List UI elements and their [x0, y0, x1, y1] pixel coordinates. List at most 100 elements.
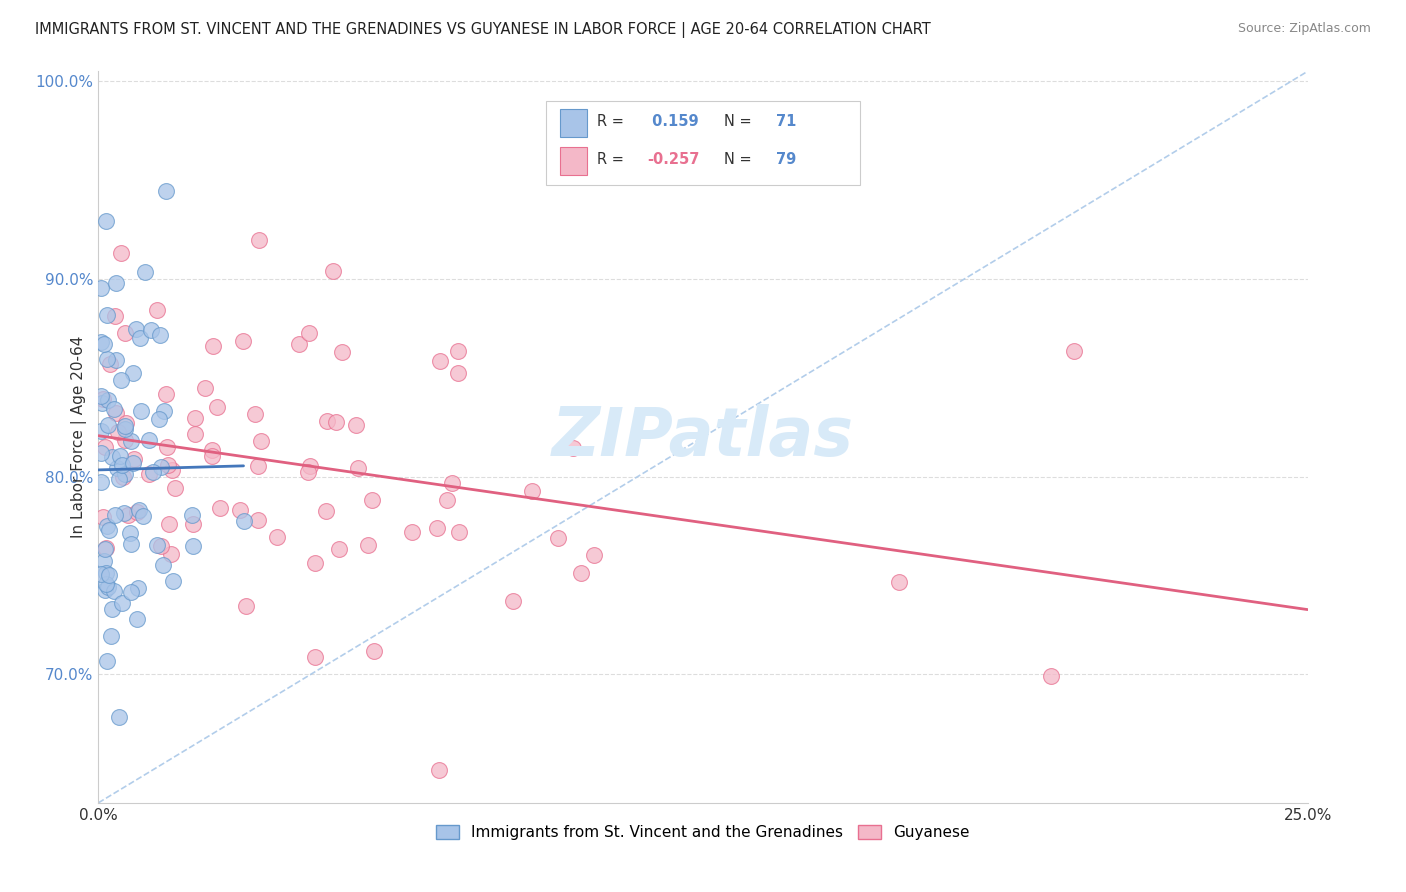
Point [105, 461, 128, 475]
Point [107, 425, 129, 439]
Point [266, 530, 288, 544]
Point [128, 503, 150, 517]
Point [429, 353, 451, 368]
Point [232, 514, 254, 528]
Point [205, 400, 228, 414]
Text: 71: 71 [776, 114, 796, 129]
Point [344, 418, 367, 433]
Point [114, 433, 136, 447]
Point [436, 493, 458, 508]
Point [122, 452, 145, 467]
Point [247, 233, 270, 247]
Point [142, 465, 165, 479]
Point [149, 539, 172, 553]
Point [104, 309, 127, 323]
Text: IMMIGRANTS FROM ST. VINCENT AND THE GRENADINES VS GUYANESE IN LABOR FORCE | AGE : IMMIGRANTS FROM ST. VINCENT AND THE GREN… [35, 22, 931, 38]
Point [162, 463, 184, 477]
Point [114, 467, 136, 481]
Point [194, 381, 217, 395]
Point [162, 574, 184, 589]
Point [304, 650, 326, 665]
Point [138, 467, 160, 482]
Point [155, 387, 177, 401]
Point [120, 537, 142, 551]
Point [440, 475, 463, 490]
Point [316, 414, 339, 428]
Text: R =: R = [596, 152, 628, 167]
Point [889, 575, 911, 590]
Point [111, 596, 134, 610]
Point [96, 308, 118, 322]
Point [146, 538, 169, 552]
Point [129, 403, 152, 417]
Point [201, 449, 224, 463]
Point [125, 322, 148, 336]
Point [184, 410, 207, 425]
Point [347, 461, 370, 475]
Point [97, 580, 120, 594]
Text: ZIPatlas: ZIPatlas [553, 404, 853, 470]
Point [117, 508, 139, 522]
Point [127, 581, 149, 595]
Point [90, 424, 112, 438]
Point [120, 585, 142, 599]
Text: Source: ZipAtlas.com: Source: ZipAtlas.com [1237, 22, 1371, 36]
Point [110, 373, 132, 387]
Point [325, 415, 347, 429]
Point [246, 513, 269, 527]
Point [107, 472, 129, 486]
Point [138, 434, 160, 448]
Point [91, 510, 114, 524]
Point [122, 366, 145, 380]
Point [97, 417, 120, 432]
Point [93, 337, 115, 351]
Point [426, 521, 449, 535]
Point [201, 443, 224, 458]
Point [181, 517, 204, 532]
Point [108, 710, 131, 724]
Point [104, 508, 127, 522]
Legend: Immigrants from St. Vincent and the Grenadines, Guyanese: Immigrants from St. Vincent and the Gren… [430, 819, 976, 847]
Point [1063, 344, 1085, 359]
Point [120, 434, 142, 448]
Point [111, 469, 134, 483]
Point [328, 541, 350, 556]
Point [243, 407, 266, 421]
Point [160, 547, 183, 561]
Point [125, 612, 148, 626]
Point [547, 531, 569, 545]
Point [94, 440, 117, 454]
Point [357, 538, 380, 552]
Point [148, 412, 170, 426]
Point [429, 763, 451, 777]
Point [110, 245, 132, 260]
Point [522, 484, 544, 499]
FancyBboxPatch shape [561, 147, 586, 175]
Point [322, 264, 344, 278]
Point [108, 449, 131, 463]
Point [249, 434, 271, 449]
Point [297, 465, 319, 479]
Point [104, 276, 127, 290]
Text: 79: 79 [776, 152, 796, 167]
Point [181, 539, 204, 553]
Point [90, 396, 112, 410]
Point [149, 460, 172, 475]
Point [332, 345, 354, 359]
Point [157, 458, 180, 472]
Point [103, 401, 125, 416]
Point [90, 389, 112, 403]
Point [121, 456, 143, 470]
Point [447, 344, 470, 359]
Point [288, 337, 311, 351]
Point [101, 602, 124, 616]
Point [94, 541, 117, 555]
Point [90, 566, 112, 581]
Point [98, 357, 121, 371]
Point [125, 505, 148, 519]
Point [93, 554, 115, 568]
Point [235, 599, 257, 614]
Point [298, 458, 321, 473]
Point [111, 458, 134, 473]
FancyBboxPatch shape [561, 109, 586, 136]
